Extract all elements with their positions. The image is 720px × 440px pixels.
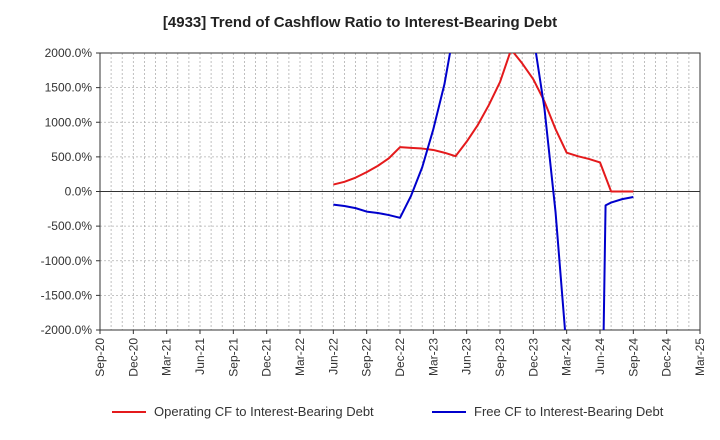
x-tick-label: Sep-23 xyxy=(493,338,507,377)
series-line-operating-cf xyxy=(333,53,634,193)
y-tick-label: -1500.0% xyxy=(41,288,93,302)
x-tick-label: Jun-24 xyxy=(593,338,607,375)
x-tick-label: Dec-20 xyxy=(126,338,140,377)
x-tick-label: Dec-21 xyxy=(260,338,274,377)
x-tick-label: Mar-24 xyxy=(560,338,574,376)
x-tick-label: Jun-21 xyxy=(193,338,207,375)
legend-swatch-free-cf xyxy=(432,410,466,413)
legend-item-free-cf: Free CF to Interest-Bearing Debt xyxy=(432,404,663,419)
x-tick-label: Sep-20 xyxy=(93,338,107,377)
x-tick-label: Mar-25 xyxy=(693,338,707,376)
y-tick-label: 1000.0% xyxy=(45,115,93,129)
x-tick-label: Dec-22 xyxy=(393,338,407,377)
y-tick-label: -1000.0% xyxy=(41,254,93,268)
legend-label-operating-cf: Operating CF to Interest-Bearing Debt xyxy=(154,404,374,419)
x-tick-label: Mar-22 xyxy=(293,338,307,376)
legend-label-free-cf: Free CF to Interest-Bearing Debt xyxy=(474,404,664,419)
x-tick-label: Sep-21 xyxy=(226,338,240,377)
x-tick-label: Dec-24 xyxy=(660,338,674,377)
grid xyxy=(100,53,700,330)
chart-title: [4933] Trend of Cashflow Ratio to Intere… xyxy=(162,14,558,31)
series-line-free-cf xyxy=(333,53,452,219)
y-tick-label: 1500.0% xyxy=(45,81,93,95)
x-tick-label: Dec-23 xyxy=(526,338,540,377)
series-layer xyxy=(333,53,634,330)
x-tick-label: Mar-23 xyxy=(426,338,440,376)
y-tick-label: 0.0% xyxy=(65,185,93,199)
y-tick-label: -500.0% xyxy=(47,219,92,233)
x-tick-label: Jun-23 xyxy=(460,338,474,375)
x-tick-label: Sep-24 xyxy=(626,338,640,377)
series-line-free-cf xyxy=(534,53,567,330)
x-tick-label: Jun-22 xyxy=(326,338,340,375)
x-tick-label: Mar-21 xyxy=(160,338,174,376)
x-tick-label: Sep-22 xyxy=(360,338,374,377)
legend-item-operating-cf: Operating CF to Interest-Bearing Debt xyxy=(112,404,374,419)
y-tick-label: 500.0% xyxy=(51,150,92,164)
y-tick-label: -2000.0% xyxy=(41,323,93,337)
y-tick-label: 2000.0% xyxy=(45,46,93,60)
legend: Operating CF to Interest-Bearing Debt Fr… xyxy=(0,404,720,426)
series-line-free-cf xyxy=(602,196,634,330)
legend-swatch-operating-cf xyxy=(112,410,146,413)
ticks: 2000.0% 1500.0% 1000.0% 500.0% 0.0% -500.0% -1… xyxy=(41,46,707,377)
